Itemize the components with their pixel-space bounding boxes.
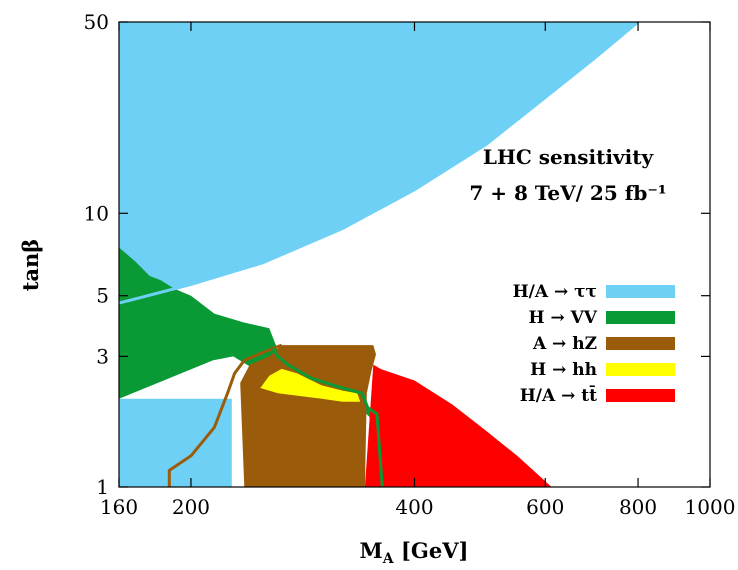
legend-label: H/A → tt̄ [520, 385, 597, 406]
x-tick-label: 800 [619, 495, 657, 519]
x-tick-label: 1000 [685, 495, 736, 519]
y-tick-label: 3 [96, 344, 109, 368]
annotation-line-1: LHC sensitivity [483, 145, 655, 169]
y-tick-label: 5 [96, 284, 109, 308]
contour-line-1 [271, 347, 384, 488]
x-tick-label: 400 [395, 495, 433, 519]
legend-swatch [606, 311, 675, 324]
contour-line-2 [118, 20, 639, 305]
contour-line-0 [167, 343, 283, 487]
y-tick-label: 1 [96, 475, 109, 499]
legend-label: H/A → ττ [513, 282, 597, 302]
region-a-hz-0 [240, 345, 376, 487]
legend: H/A → ττ H → VV A → hZ H → hh H/A → tt̄ [513, 282, 675, 406]
legend-swatch [606, 285, 675, 298]
legend-swatch [606, 389, 675, 402]
y-axis-title: tanβ [18, 239, 43, 292]
legend-label: H → hh [530, 360, 597, 380]
x-axis-title: MA [GeV] [360, 538, 469, 567]
x-tick-label: 200 [172, 495, 210, 519]
axis-ticks: 160 200 400 600 800 1000 1 3 5 10 50 [84, 10, 736, 519]
x-tick-label: 160 [100, 495, 138, 519]
legend-label: A → hZ [532, 334, 597, 354]
y-tick-label: 50 [84, 10, 109, 34]
region-h-a-tt-0 [364, 364, 552, 487]
legend-swatch [606, 337, 675, 350]
region-h-vv-0 [119, 247, 383, 487]
region-h-a-0 [119, 22, 638, 304]
legend-swatch [606, 363, 675, 376]
x-tick-label: 600 [526, 495, 564, 519]
legend-label: H → VV [528, 308, 597, 328]
chart-regions [119, 22, 638, 487]
chart-contours [118, 20, 639, 488]
y-tick-label: 10 [84, 201, 109, 225]
annotation-line-2: 7 + 8 TeV/ 25 fb⁻¹ [469, 181, 666, 205]
region-h-a-1 [119, 398, 232, 487]
region-h-hh-0 [260, 368, 361, 402]
